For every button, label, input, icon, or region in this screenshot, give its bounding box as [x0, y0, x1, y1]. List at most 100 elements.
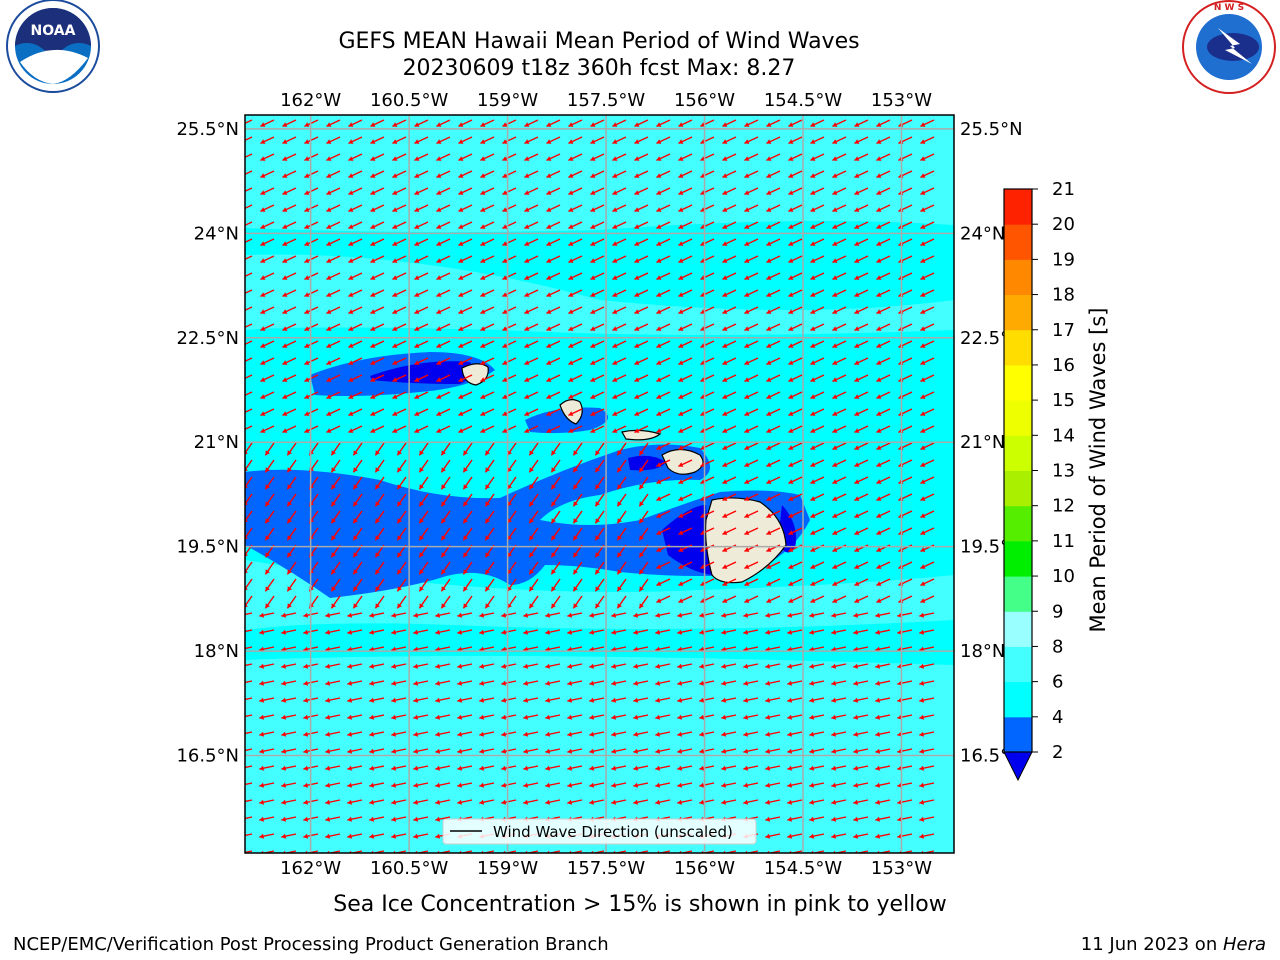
wave-arrow-head — [875, 816, 881, 822]
wave-arrow-head — [612, 343, 618, 348]
wave-arrow-head — [612, 275, 618, 280]
wave-arrow-head — [920, 241, 926, 246]
wave-arrow-head — [744, 581, 750, 586]
wave-arrow-head — [788, 377, 794, 382]
wave-arrow-head — [370, 275, 376, 280]
wave-arrow-head — [810, 377, 816, 382]
wave-arrow-head — [655, 782, 661, 788]
wave-arrow-head — [766, 530, 772, 535]
wave-arrow-head — [722, 122, 728, 127]
wave-arrow-head — [722, 496, 728, 501]
wave-arrow-head — [287, 569, 292, 575]
wave-arrow-head — [919, 782, 925, 788]
wave-arrow — [245, 527, 253, 540]
lon-label-top: 160.5°W — [370, 90, 449, 111]
wave-arrow-head — [639, 535, 644, 541]
wave-arrow-head — [920, 479, 926, 484]
wave-arrow-head — [463, 552, 468, 558]
wave-arrow-head — [831, 816, 837, 822]
wave-arrow-head — [639, 552, 644, 558]
wave-arrow-head — [259, 714, 265, 720]
wave-arrow-head — [639, 467, 644, 473]
wave-arrow-head — [348, 428, 354, 433]
wave-arrow-head — [260, 156, 266, 161]
wave-arrow-head — [853, 629, 859, 635]
wave-arrow-head — [766, 564, 772, 569]
colorbar-tick-label: 9 — [1052, 601, 1063, 622]
wave-arrow-head — [655, 697, 661, 703]
wave-arrow-head — [678, 207, 684, 212]
wave-arrow-head — [595, 501, 600, 507]
wave-arrow-head — [656, 360, 662, 365]
wave-arrow-head — [436, 326, 442, 331]
wave-arrow-head — [375, 535, 380, 541]
wave-arrow-head — [617, 484, 622, 490]
wave-arrow-head — [501, 663, 507, 669]
wave-arrow-head — [413, 765, 419, 771]
wave-arrow-head — [765, 612, 771, 618]
wave-arrow-head — [832, 411, 838, 416]
wave-arrow-head — [809, 612, 815, 618]
wave-arrow-head — [634, 207, 640, 212]
wave-arrow-head — [634, 122, 640, 127]
wave-arrow-head — [546, 241, 552, 246]
wave-arrow-head — [766, 122, 772, 127]
wave-arrow-head — [656, 377, 662, 382]
wave-arrow-head — [331, 467, 336, 473]
wave-arrow-head — [265, 552, 270, 558]
wave-arrow-head — [546, 411, 552, 416]
wave-arrow-head — [595, 569, 600, 575]
wave-arrow-head — [545, 663, 551, 669]
colorbar-segment — [1004, 364, 1032, 401]
wave-arrow-head — [832, 462, 838, 467]
wave-arrow-head — [920, 343, 926, 348]
wave-arrow-head — [282, 207, 288, 212]
wave-arrow-head — [551, 603, 556, 609]
wave-arrow-head — [397, 569, 402, 575]
wave-arrow-head — [370, 326, 376, 331]
wave-arrow-head — [722, 207, 728, 212]
wave-arrow-head — [441, 552, 446, 558]
wave-arrow-head — [545, 731, 551, 737]
footer-left: NCEP/EMC/Verification Post Processing Pr… — [13, 934, 609, 955]
wave-arrow-head — [656, 581, 662, 586]
wave-arrow-head — [568, 309, 574, 314]
wave-arrow-head — [590, 292, 596, 297]
wave-arrow-head — [744, 207, 750, 212]
wave-arrow-head — [677, 765, 683, 771]
wave-arrow-head — [875, 833, 881, 839]
wave-arrow-head — [502, 428, 508, 433]
lon-label-bottom: 153°W — [871, 858, 932, 879]
wave-arrow-head — [831, 680, 837, 686]
wave-arrow-head — [590, 326, 596, 331]
wave-arrow-head — [507, 518, 512, 524]
wave-arrow-head — [656, 547, 662, 552]
wave-arrow-head — [766, 309, 772, 314]
wave-arrow-head — [551, 535, 556, 541]
wave-arrow-head — [920, 394, 926, 399]
wave-arrow-head — [375, 450, 380, 456]
wave-arrow-head — [568, 394, 574, 399]
wave-arrow-head — [237, 834, 242, 839]
wave-arrow-head — [529, 586, 534, 592]
wave-arrow-head — [678, 122, 684, 127]
colorbar-segment — [1004, 470, 1032, 507]
wave-arrow-head — [854, 496, 860, 501]
wave-arrow-head — [392, 292, 398, 297]
wave-arrow-head — [282, 156, 288, 161]
wave-arrow-head — [920, 173, 926, 178]
wave-arrow-head — [766, 598, 772, 603]
wave-arrow-head — [485, 518, 490, 524]
wave-arrow-head — [375, 586, 380, 592]
wave-arrow-head — [348, 411, 354, 416]
wave-arrow-head — [458, 139, 464, 144]
wave-arrow-head — [458, 309, 464, 314]
wave-arrow-head — [458, 326, 464, 331]
wave-arrow-head — [325, 748, 331, 754]
wave-arrow-head — [485, 535, 490, 541]
wave-arrow-head — [678, 173, 684, 178]
wave-arrow-head — [287, 518, 292, 524]
wave-arrow-head — [391, 782, 397, 788]
wave-arrow-head — [259, 748, 265, 754]
sea-ice-note: Sea Ice Concentration > 15% is shown in … — [333, 892, 947, 917]
